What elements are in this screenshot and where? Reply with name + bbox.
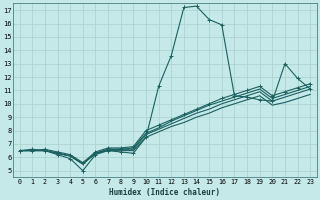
X-axis label: Humidex (Indice chaleur): Humidex (Indice chaleur) (109, 188, 220, 197)
